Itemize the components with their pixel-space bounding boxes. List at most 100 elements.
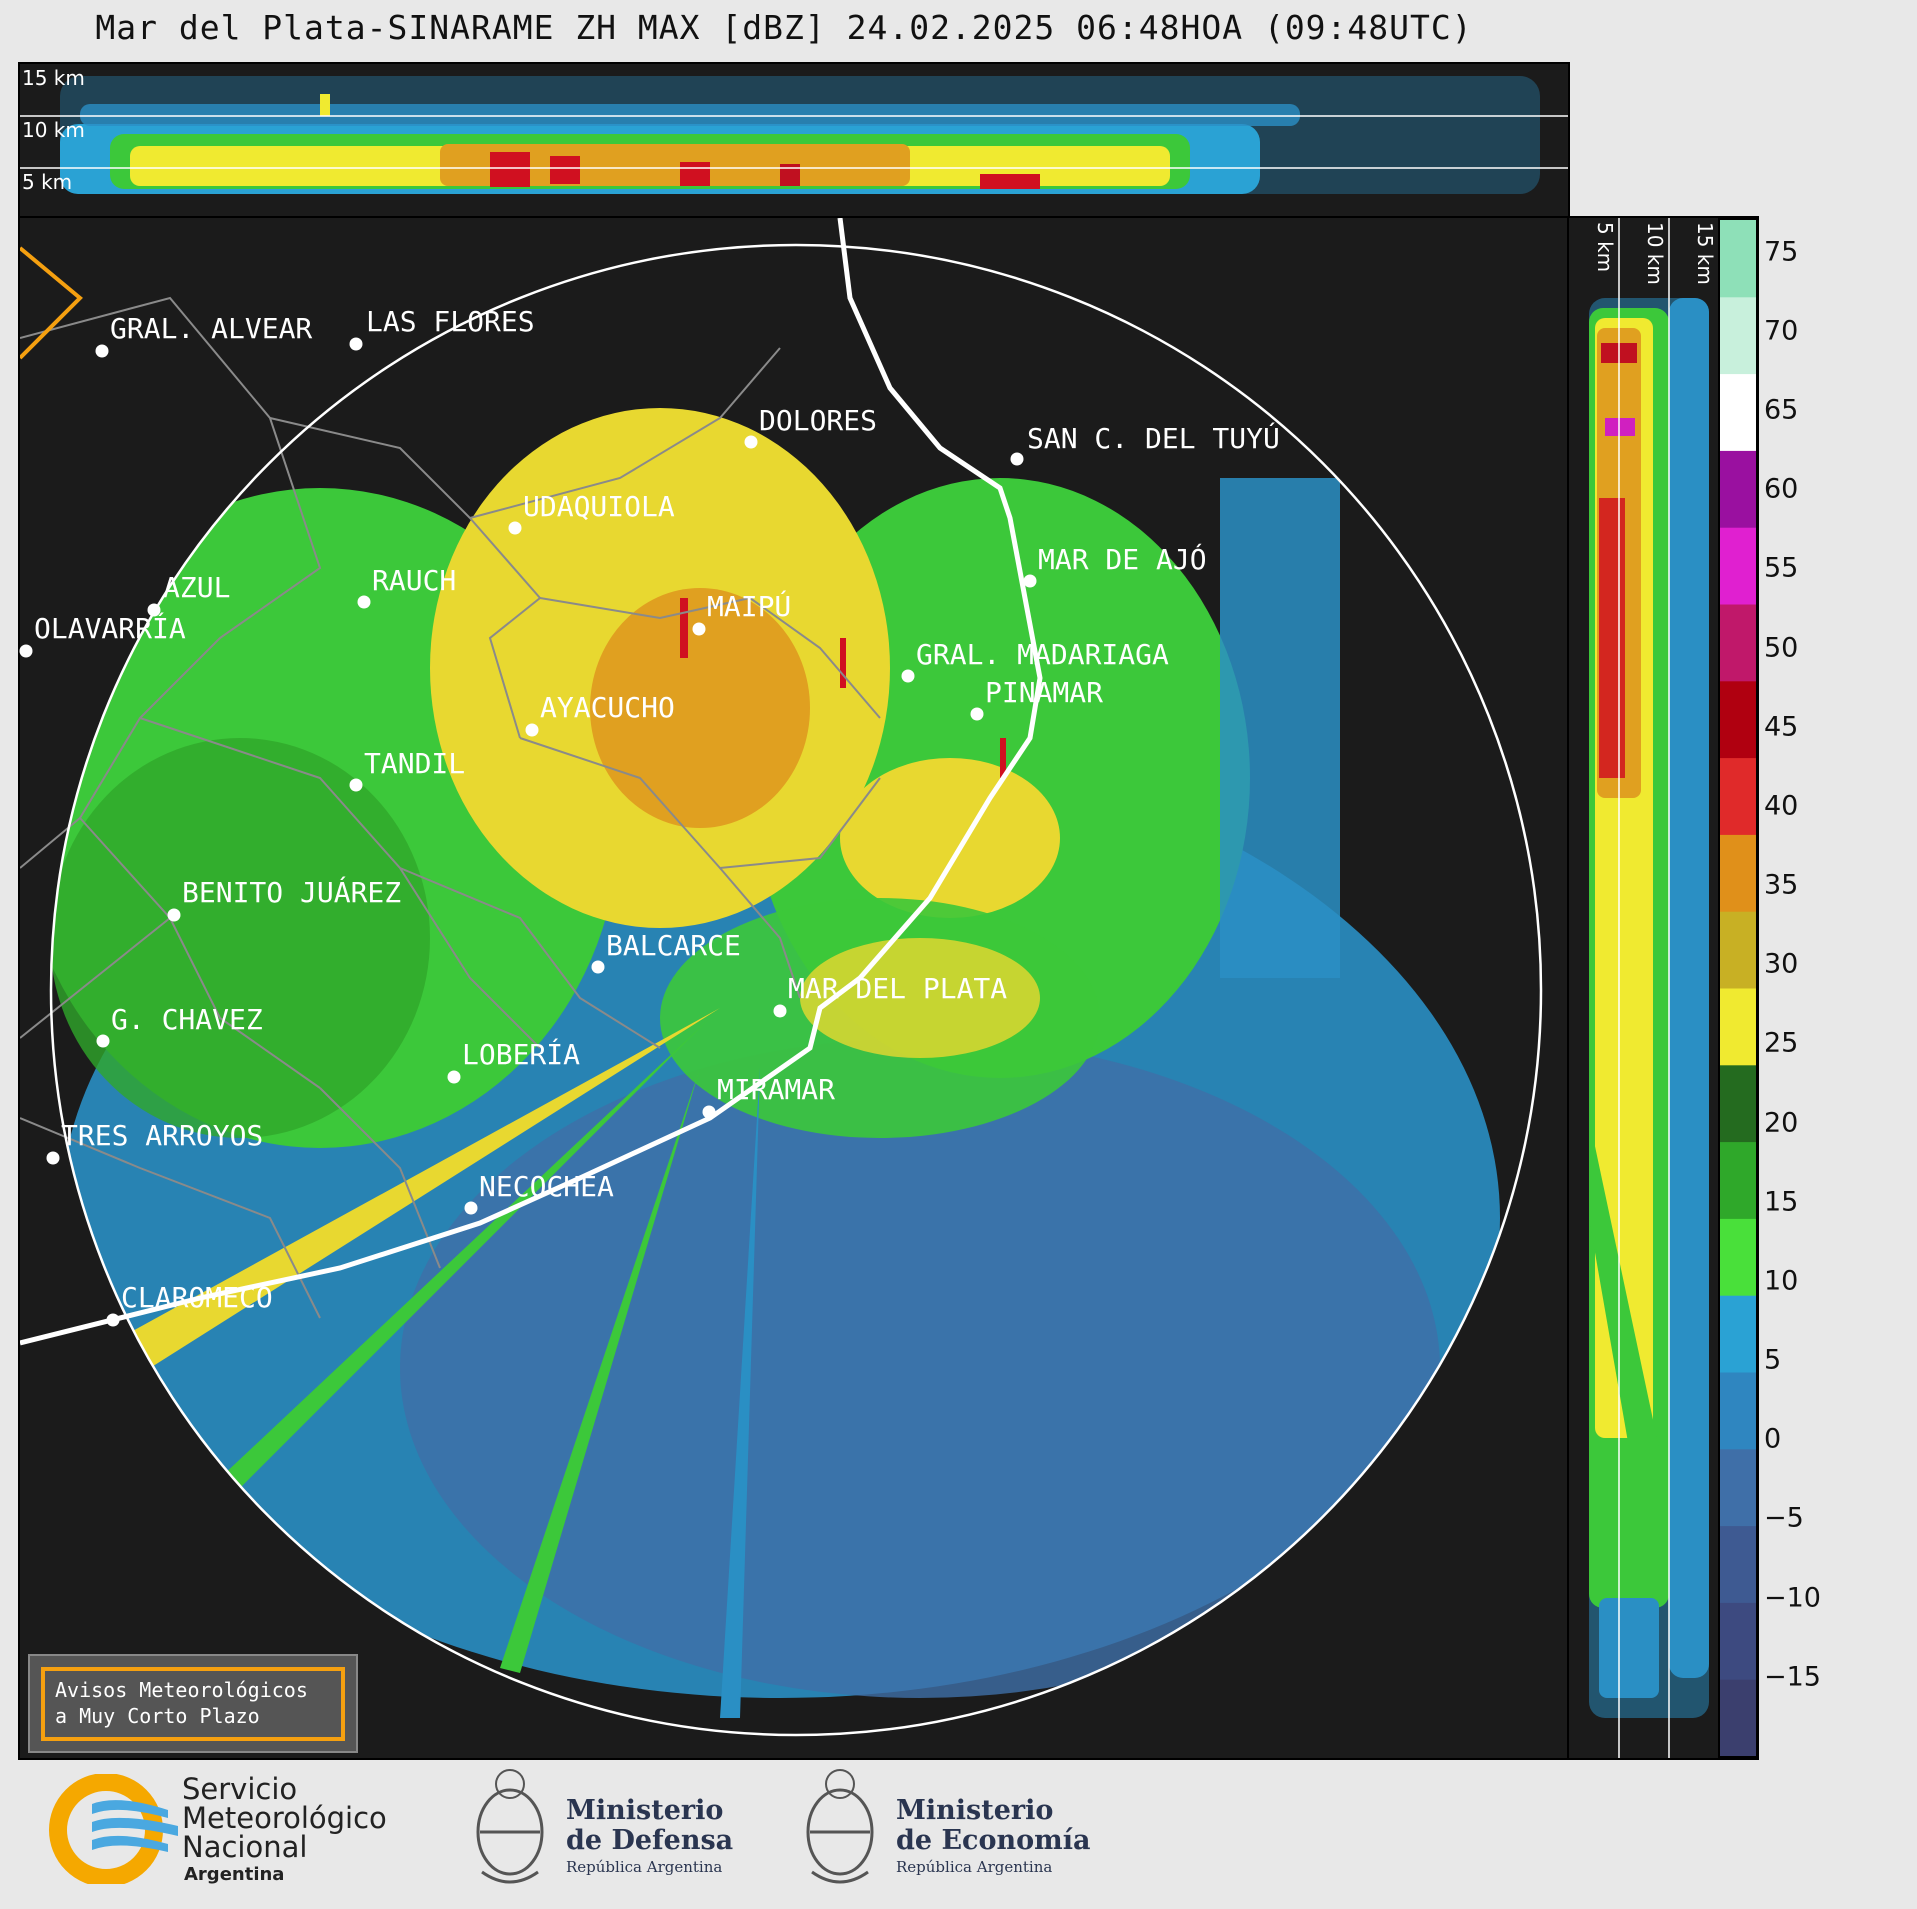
colorbar-tick-label: 35 (1764, 869, 1799, 901)
colorbar-band (1720, 1141, 1756, 1219)
city-gral-alvear: GRAL. ALVEAR (110, 312, 313, 345)
colorbar-tick-label: 20 (1764, 1107, 1799, 1139)
colorbar-tick-label: 0 (1764, 1423, 1782, 1455)
city-miramar: MIRAMAR (717, 1073, 836, 1106)
city-ayacucho: AYACUCHO (540, 691, 675, 724)
smn-name: Servicio Meteorológico Nacional (182, 1775, 387, 1862)
radar-echoes (51, 408, 1500, 1718)
avisos-line2: a Muy Corto Plazo (55, 1704, 260, 1728)
city-dot (349, 337, 363, 351)
colorbar-band (1720, 1679, 1756, 1757)
colorbar-band (1720, 757, 1756, 835)
city-dot (591, 960, 605, 974)
city-dot (167, 908, 181, 922)
city-pinamar: PINAMAR (985, 676, 1104, 709)
colorbar-tick-label: 30 (1764, 948, 1799, 980)
warning-outline (20, 246, 83, 360)
colorbar-tick-label: 45 (1764, 711, 1799, 743)
radar-map (20, 218, 1543, 1737)
city-claromeco: CLAROMECÓ (121, 1281, 273, 1314)
city-azul: AZUL (163, 571, 231, 604)
colorbar-gradient (1720, 220, 1756, 1757)
city-dot (970, 707, 984, 721)
coastline (20, 218, 1043, 1346)
city-dot (357, 595, 371, 609)
colorbar-tick-label: 65 (1764, 394, 1799, 426)
defensa-line2: de Defensa (566, 1825, 734, 1856)
city-loberia: LOBERÍA (462, 1038, 581, 1071)
top-cross-section-echoes (20, 76, 1568, 194)
colorbar-tick-label: 50 (1764, 632, 1799, 664)
city-dot (1010, 452, 1024, 466)
colorbar-tick-label: 60 (1764, 473, 1799, 505)
city-olavarria: OLAVARRÍA (34, 612, 186, 645)
colorbar-tick-label: 5 (1764, 1344, 1782, 1376)
altitude-label-15km: 15 km (22, 66, 85, 90)
colorbar-band (1720, 1448, 1756, 1527)
city-dot (106, 1313, 120, 1327)
colorbar-band (1720, 604, 1756, 682)
city-dot (447, 1070, 461, 1084)
colorbar-band (1720, 988, 1756, 1066)
city-dot (1023, 574, 1037, 588)
colorbar-tick-label: 10 (1764, 1265, 1799, 1297)
colorbar-tick-label: −5 (1764, 1502, 1804, 1534)
defensa-country: República Argentina (566, 1858, 723, 1876)
colorbar-tick-label: −10 (1764, 1582, 1821, 1614)
avisos-inner: Avisos Meteorológicos a Muy Corto Plazo (41, 1667, 345, 1741)
city-benito-juarez: BENITO JUÁREZ (182, 876, 402, 909)
side-cross-section-echoes (1589, 218, 1709, 1758)
side-altitude-label-10km: 10 km (1643, 222, 1667, 285)
city-balcarce: BALCARCE (606, 929, 741, 962)
altitude-label-10km: 10 km (22, 118, 85, 142)
city-dot (95, 344, 109, 358)
city-las-flores: LAS FLORES (366, 305, 535, 338)
city-dot (773, 1004, 787, 1018)
colorbar-band (1720, 527, 1756, 605)
avisos-line1: Avisos Meteorológicos (55, 1678, 308, 1702)
city-dot (901, 669, 915, 683)
side-altitude-label-15km: 15 km (1693, 222, 1717, 285)
avisos-box[interactable]: Avisos Meteorológicos a Muy Corto Plazo (28, 1654, 358, 1753)
city-dot (464, 1201, 478, 1215)
city-mar-del-plata: MAR DEL PLATA (788, 972, 1008, 1005)
colorbar-band (1720, 1295, 1756, 1373)
defensa-name: Ministerio de Defensa (566, 1796, 733, 1856)
economia-line2: de Economía (896, 1825, 1091, 1856)
economia-country: República Argentina (896, 1858, 1053, 1876)
colorbar-band (1720, 1064, 1756, 1143)
city-dot (525, 723, 539, 737)
coat-of-arms-icon (476, 1769, 544, 1884)
colorbar-band (1720, 373, 1756, 451)
city-maipu: MAIPÚ (707, 590, 792, 623)
city-rauch: RAUCH (372, 564, 457, 597)
economia-name: Ministerio de Economía (896, 1796, 1090, 1856)
city-san-c-del-tuyu: SAN C. DEL TUYÚ (1027, 422, 1280, 455)
colorbar-band (1720, 220, 1756, 298)
colorbar-band (1720, 1602, 1756, 1680)
radar-map-panel (18, 216, 1570, 1760)
colorbar-tick-label: −15 (1764, 1661, 1821, 1693)
colorbar-band (1720, 1372, 1756, 1450)
colorbar-tick-label: 25 (1764, 1027, 1799, 1059)
range-ring (49, 243, 1543, 1737)
colorbar-band (1720, 450, 1756, 528)
top-cross-section-panel: 15 km 10 km 5 km (18, 62, 1570, 218)
city-dot (702, 1105, 716, 1119)
city-udaquiola: UDAQUIOLA (523, 490, 675, 523)
coat-of-arms-icon (806, 1769, 874, 1884)
colorbar-tick-label: 70 (1764, 315, 1799, 347)
colorbar-band (1720, 296, 1756, 375)
city-dot (46, 1151, 60, 1165)
defensa-line1: Ministerio (566, 1795, 724, 1826)
city-dot (96, 1034, 110, 1048)
city-dot (147, 603, 161, 617)
economia-line1: Ministerio (896, 1795, 1054, 1826)
colorbar-band (1720, 1525, 1756, 1603)
smn-country: Argentina (184, 1864, 285, 1885)
city-tres-arroyos: TRES ARROYOS (61, 1119, 264, 1152)
side-altitude-label-5km: 5 km (1593, 222, 1617, 273)
department-borders (20, 296, 881, 1319)
colorbar-band (1720, 834, 1756, 912)
colorbar-tick-label: 15 (1764, 1186, 1799, 1218)
